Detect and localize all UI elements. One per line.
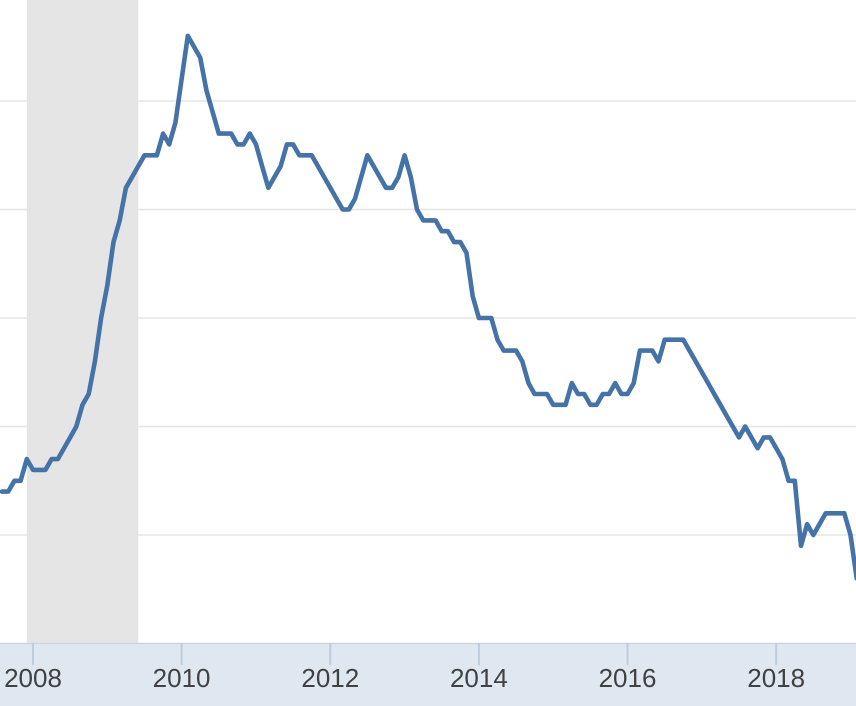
x-tick-label: 2010 [153, 663, 211, 693]
x-tick-label: 2008 [4, 663, 62, 693]
x-tick-label: 2018 [747, 663, 805, 693]
recession-band [26, 0, 139, 643]
recession-bands [26, 0, 139, 643]
gridlines [0, 100, 856, 536]
x-axis-ticks [32, 643, 778, 665]
x-tick-label: 2016 [599, 663, 657, 693]
x-axis-labels: 2008 2010 2012 2014 2016 2018 [4, 663, 805, 693]
x-axis-band [0, 643, 856, 706]
plot-background [0, 0, 856, 643]
x-tick-label: 2012 [301, 663, 359, 693]
x-tick-label: 2014 [450, 663, 508, 693]
series-line [0, 33, 856, 581]
